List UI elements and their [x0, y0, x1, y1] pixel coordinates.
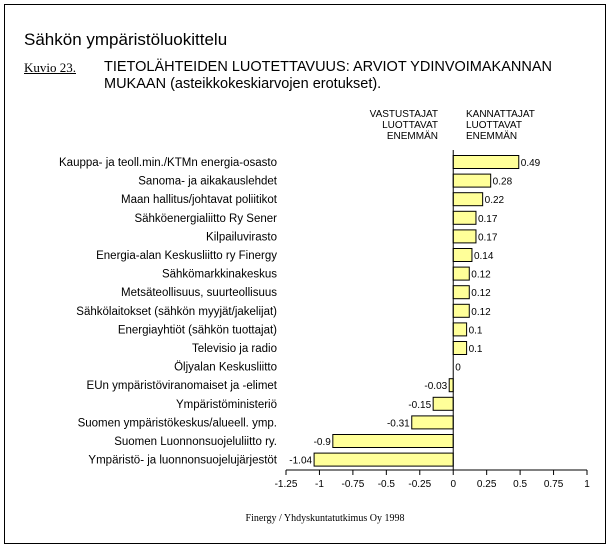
category-label: Ympäristö- ja luonnonsuojelujärjestöt: [88, 455, 277, 467]
bar: [452, 229, 477, 244]
bar: [432, 396, 454, 411]
bar: [452, 303, 470, 318]
x-tick-label: -0.75: [341, 479, 364, 490]
x-tick-label: 0.75: [544, 479, 564, 490]
category-label: Sähköenergialiitto Ry Sener: [134, 213, 277, 225]
data-label: 0: [455, 363, 461, 374]
category-label: Kauppa- ja teoll.min./KTMn energia-osast…: [59, 157, 277, 169]
page-title: Sähkön ympäristöluokittelu: [24, 30, 228, 49]
x-tick-label: -1: [315, 479, 324, 490]
bar: [452, 192, 484, 207]
bar: [411, 415, 454, 430]
chart-subtitle: TIETOLÄHTEIDEN LUOTETTAVUUS: ARVIOT YDIN…: [104, 59, 552, 92]
bar: [332, 434, 454, 448]
source-note: Finergy / Yhdyskuntatutkimus Oy 1998: [245, 513, 405, 524]
category-label: Energia-alan Keskusliitto ry Finergy: [96, 250, 277, 262]
data-label: 0.12: [471, 270, 491, 281]
bar: [452, 248, 473, 262]
x-tick-label: 0.25: [477, 479, 497, 490]
category-label: Televisio ja radio: [192, 343, 277, 355]
category-label: Sähkölaitokset (sähkön myyjät/jakelijat): [76, 306, 277, 318]
data-label: 0.1: [469, 325, 483, 336]
column-header-supporters: KANNATTAJAT LUOTTAVAT ENEMMÄN: [466, 109, 535, 142]
data-label: 0.14: [474, 251, 494, 262]
category-label: Öljyalan Keskusliitto: [174, 362, 277, 374]
bar: [313, 452, 454, 467]
x-tick-label: -0.5: [378, 479, 396, 490]
bar: [452, 173, 492, 188]
category-label: Kilpailuvirasto: [206, 231, 277, 243]
data-label: 0.17: [478, 232, 498, 243]
bar: [452, 322, 468, 337]
column-header-opponents: VASTUSTAJAT LUOTTAVAT ENEMMÄN: [369, 109, 438, 142]
figure-label: Kuvio 23.: [24, 60, 76, 75]
data-label: 0.1: [469, 344, 483, 355]
data-label: 0.28: [493, 177, 513, 188]
category-label: Ympäristöministeriö: [176, 399, 277, 411]
bar: [452, 155, 520, 169]
x-tick-label: -0.25: [408, 479, 431, 490]
category-label: Suomen ympäristökeskus/alueell. ymp.: [78, 417, 277, 429]
bar: [452, 285, 470, 300]
data-label: -0.03: [424, 381, 447, 392]
figure-frame: [4, 4, 606, 544]
x-tick-label: 1: [584, 479, 590, 490]
data-label: -0.31: [387, 418, 410, 429]
x-tick-label: 0.5: [513, 479, 527, 490]
category-label: Metsäteollisuus, suurteollisuus: [121, 287, 277, 299]
category-label: Maan hallitus/johtavat poliitikot: [121, 194, 278, 206]
category-label: EUn ympäristöviranomaiset ja -elimet: [87, 380, 278, 392]
data-label: 0.22: [485, 195, 505, 206]
bar: [452, 266, 470, 281]
data-label: 0.49: [521, 158, 541, 169]
x-tick-label: 0: [450, 479, 456, 490]
category-label: Energiayhtiöt (sähkön tuottajat): [118, 324, 277, 336]
category-label: Suomen Luonnonsuojeluliitto ry.: [114, 436, 277, 448]
data-label: -0.9: [314, 437, 332, 448]
data-label: -0.15: [408, 400, 431, 411]
data-label: 0.12: [471, 307, 491, 318]
bar: [448, 378, 454, 393]
category-label: Sähkömarkkinakeskus: [162, 269, 277, 281]
category-label: Sanoma- ja aikakauslehdet: [138, 176, 278, 188]
data-label: -1.04: [289, 456, 312, 467]
data-label: 0.17: [478, 214, 498, 225]
bar: [452, 341, 468, 355]
data-label: 0.12: [471, 288, 491, 299]
x-tick-label: -1.25: [275, 479, 298, 490]
bar: [452, 210, 477, 225]
